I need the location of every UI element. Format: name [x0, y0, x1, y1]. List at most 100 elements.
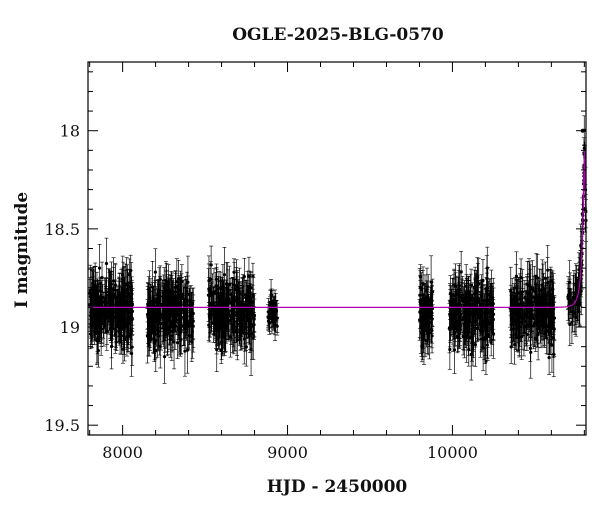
- data-point: [485, 343, 489, 347]
- data-point: [476, 280, 480, 284]
- data-point: [268, 303, 273, 307]
- data-point: [121, 276, 125, 281]
- data-point: [252, 313, 256, 318]
- chart-title: OGLE-2025-BLG-0570: [232, 25, 444, 45]
- data-point: [188, 321, 192, 325]
- data-point: [466, 290, 470, 294]
- data-point: [477, 314, 482, 318]
- data-point: [96, 348, 100, 353]
- data-point: [90, 320, 94, 324]
- season-4-points: [417, 255, 435, 365]
- data-point: [165, 331, 169, 335]
- data-point: [206, 293, 211, 297]
- data-point: [130, 297, 134, 301]
- data-point: [457, 328, 462, 333]
- data-point: [222, 273, 227, 277]
- data-point: [113, 310, 117, 314]
- data-point: [423, 329, 427, 333]
- data-point: [233, 299, 237, 303]
- data-point: [152, 341, 156, 345]
- data-point: [207, 323, 211, 327]
- data-point: [111, 279, 116, 283]
- data-point: [550, 343, 554, 347]
- data-point: [482, 337, 486, 342]
- data-point: [218, 301, 222, 305]
- data-point: [221, 324, 225, 329]
- data-point: [532, 324, 536, 328]
- data-point: [100, 275, 104, 280]
- data-point: [177, 303, 181, 307]
- data-point: [474, 289, 479, 293]
- data-point: [117, 291, 121, 295]
- data-point: [184, 318, 188, 322]
- data-point: [172, 340, 176, 344]
- data-point: [420, 345, 424, 349]
- season-3-points: [266, 279, 280, 342]
- data-point: [147, 318, 151, 322]
- data-point: [269, 293, 273, 297]
- data-point: [116, 318, 120, 322]
- data-point: [232, 270, 236, 274]
- data-point: [266, 319, 271, 323]
- data-point: [104, 261, 109, 266]
- data-point: [452, 324, 456, 328]
- data-point: [182, 303, 186, 307]
- data-point: [119, 326, 123, 330]
- data-point: [468, 336, 472, 340]
- data-point: [183, 349, 187, 353]
- data-point: [122, 295, 126, 299]
- data-point: [489, 318, 493, 322]
- data-point: [419, 331, 424, 335]
- data-point: [428, 298, 432, 303]
- data-point: [221, 285, 225, 289]
- data-point: [170, 329, 174, 334]
- data-point: [153, 270, 157, 274]
- data-point: [424, 311, 428, 316]
- data-point: [189, 315, 193, 319]
- data-point: [99, 330, 103, 334]
- data-point: [104, 296, 108, 300]
- data-point: [170, 291, 174, 295]
- data-point: [219, 348, 223, 352]
- season-2-points: [206, 245, 257, 376]
- data-point: [95, 338, 100, 342]
- data-point: [127, 310, 131, 315]
- season-1-points: [145, 248, 196, 384]
- data-point: [225, 325, 229, 329]
- data-point: [479, 303, 483, 307]
- data-point: [96, 319, 100, 323]
- data-point: [127, 272, 131, 277]
- data-point: [237, 322, 241, 326]
- data-point: [209, 301, 213, 305]
- data-point: [123, 301, 127, 306]
- data-point: [491, 302, 495, 306]
- data-point: [191, 319, 195, 323]
- data-point: [447, 326, 452, 330]
- data-point: [97, 300, 101, 304]
- data-point: [473, 326, 477, 330]
- data-point: [159, 321, 163, 325]
- season-5-points: [447, 246, 496, 381]
- data-point: [162, 286, 166, 290]
- data-point: [430, 311, 434, 315]
- data-point: [213, 318, 217, 322]
- data-point: [113, 332, 117, 336]
- data-point: [419, 287, 424, 292]
- data-point: [237, 296, 241, 301]
- data-point: [244, 331, 248, 335]
- data-point: [473, 292, 477, 296]
- data-point: [223, 301, 227, 305]
- data-point: [462, 297, 466, 301]
- data-point: [181, 323, 185, 328]
- data-point: [214, 284, 219, 288]
- data-point: [217, 286, 221, 290]
- data-point: [235, 338, 239, 342]
- data-point: [460, 293, 465, 297]
- data-point: [472, 285, 476, 290]
- data-point: [117, 314, 122, 319]
- data-point: [465, 292, 469, 296]
- data-point: [487, 302, 491, 307]
- data-point: [249, 286, 253, 290]
- data-point: [273, 323, 277, 328]
- data-point: [528, 346, 532, 350]
